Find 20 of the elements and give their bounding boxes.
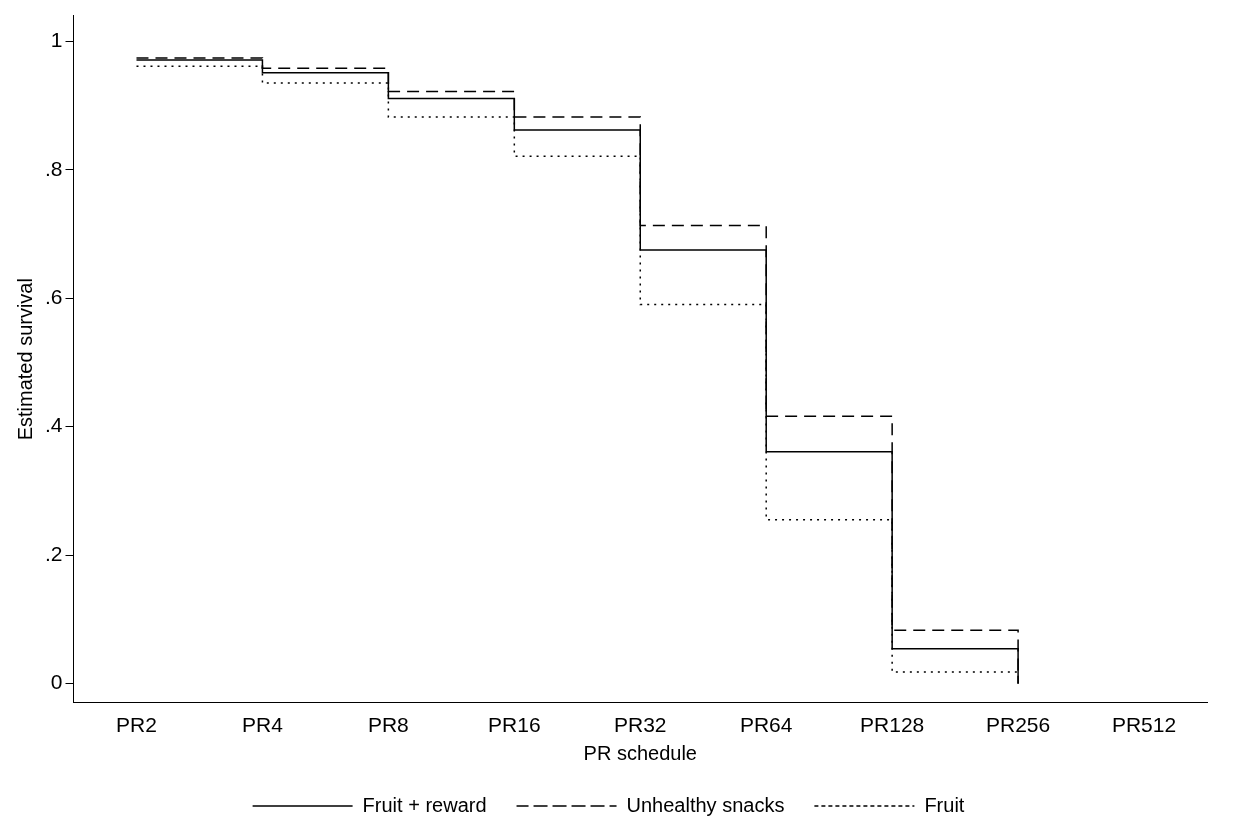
x-tick-label: PR128: [860, 713, 925, 737]
x-tick-label: PR16: [488, 713, 541, 737]
x-tick-label: PR4: [242, 713, 284, 737]
y-tick-label: .4: [45, 413, 63, 437]
x-tick-label: PR64: [739, 713, 793, 737]
x-tick-label: PR32: [613, 713, 667, 737]
legend-label: Unhealthy snacks: [626, 793, 785, 816]
x-tick-label: PR2: [116, 713, 157, 737]
x-tick-label: PR256: [985, 713, 1051, 737]
y-tick-label: .8: [45, 156, 63, 180]
x-axis-title: PR schedule: [583, 741, 697, 764]
legend-label: Fruit + reward: [362, 793, 487, 816]
y-axis-title: Estimated survival: [13, 278, 36, 441]
legend-label: Fruit: [924, 793, 965, 816]
y-tick-label: .6: [45, 284, 63, 308]
x-tick-label: PR8: [367, 713, 409, 737]
y-tick-label: 1: [50, 28, 63, 52]
x-tick-label: PR512: [1111, 713, 1177, 737]
y-tick-label: .2: [45, 541, 63, 565]
y-tick-label: 0: [50, 670, 63, 694]
